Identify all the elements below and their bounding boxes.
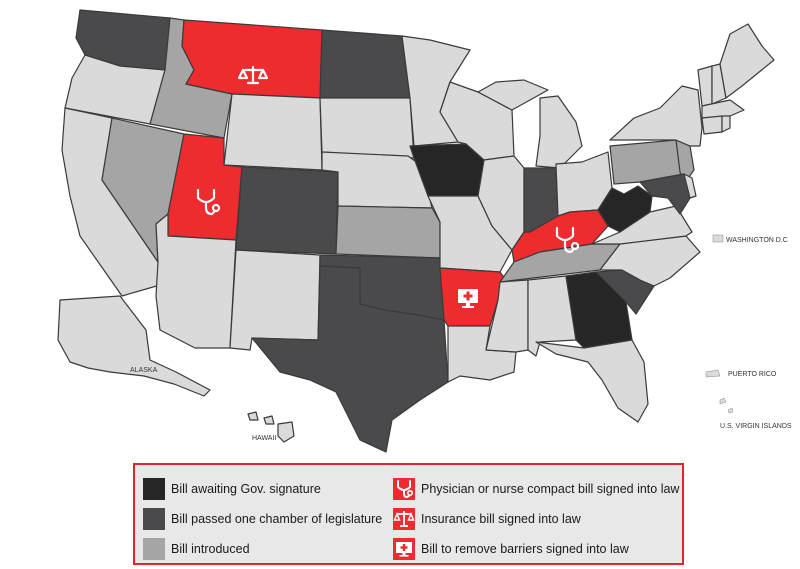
stethoscope-icon: [393, 478, 415, 500]
state-montana[interactable]: [181, 19, 323, 99]
medical-monitor-icon: [393, 538, 415, 560]
legend-compact: Physician or nurse compact bill signed i…: [393, 477, 679, 501]
state-louisiana[interactable]: [447, 325, 517, 383]
state-delaware[interactable]: [683, 173, 697, 199]
legend-label-compact: Physician or nurse compact bill signed i…: [421, 482, 680, 496]
legend-swatch-awaiting: [143, 478, 165, 500]
dc-swatch: [712, 234, 724, 243]
state-connecticut[interactable]: [701, 115, 723, 135]
scales-of-justice-icon: [237, 65, 269, 85]
legend-insurance: Insurance bill signed into law: [393, 507, 581, 531]
state-new-mexico[interactable]: [229, 249, 321, 351]
legend-passed: Bill passed one chamber of legislature: [143, 507, 382, 531]
dc-label: WASHINGTON D.C: [726, 237, 788, 244]
puerto-rico-shape: [705, 369, 721, 378]
state-michigan-lower[interactable]: [535, 95, 583, 169]
stethoscope-icon: [196, 188, 221, 216]
legend-label-barriers: Bill to remove barriers signed into law: [421, 542, 629, 556]
legend-barriers: Bill to remove barriers signed into law: [393, 537, 629, 561]
state-south-dakota[interactable]: [319, 97, 415, 159]
legend-label-insurance: Insurance bill signed into law: [421, 512, 581, 526]
state-wyoming[interactable]: [223, 93, 323, 171]
usvi-label: U.S. VIRGIN ISLANDS: [720, 423, 792, 430]
scales-of-justice-icon: [393, 508, 415, 530]
legend-swatch-introduced: [143, 538, 165, 560]
hawaii-label: HAWAII: [252, 435, 276, 442]
legend-label-passed: Bill passed one chamber of legislature: [171, 512, 383, 526]
state-michigan-upper[interactable]: [477, 79, 549, 111]
medical-monitor-icon: [458, 289, 478, 308]
state-vermont[interactable]: [697, 65, 713, 107]
legend-swatch-passed: [143, 508, 165, 530]
state-new-york[interactable]: [609, 85, 703, 147]
state-hawaii[interactable]: [247, 411, 295, 443]
state-north-dakota[interactable]: [319, 29, 411, 99]
map-legend: Bill awaiting Gov. signature Bill passed…: [133, 463, 684, 565]
state-alaska[interactable]: [57, 295, 211, 397]
state-rhode-island[interactable]: [721, 115, 731, 133]
legend-label-introduced: Bill introduced: [171, 542, 250, 556]
stethoscope-icon: [555, 226, 580, 254]
usvi-shape: [719, 397, 734, 414]
state-colorado[interactable]: [235, 166, 339, 255]
legend-label-awaiting: Bill awaiting Gov. signature: [171, 482, 321, 496]
alaska-label: ALASKA: [130, 367, 158, 374]
puerto-rico-label: PUERTO RICO: [728, 371, 777, 378]
legend-introduced: Bill introduced: [143, 537, 250, 561]
state-maine[interactable]: [719, 23, 775, 99]
us-map: WASHINGTON D.C PUERTO RICO U.S. VIRGIN I…: [57, 9, 792, 453]
legend-awaiting: Bill awaiting Gov. signature: [143, 477, 321, 501]
state-texas[interactable]: [251, 265, 449, 453]
state-florida[interactable]: [535, 339, 649, 423]
state-massachusetts[interactable]: [701, 99, 745, 119]
state-kansas[interactable]: [335, 205, 441, 259]
